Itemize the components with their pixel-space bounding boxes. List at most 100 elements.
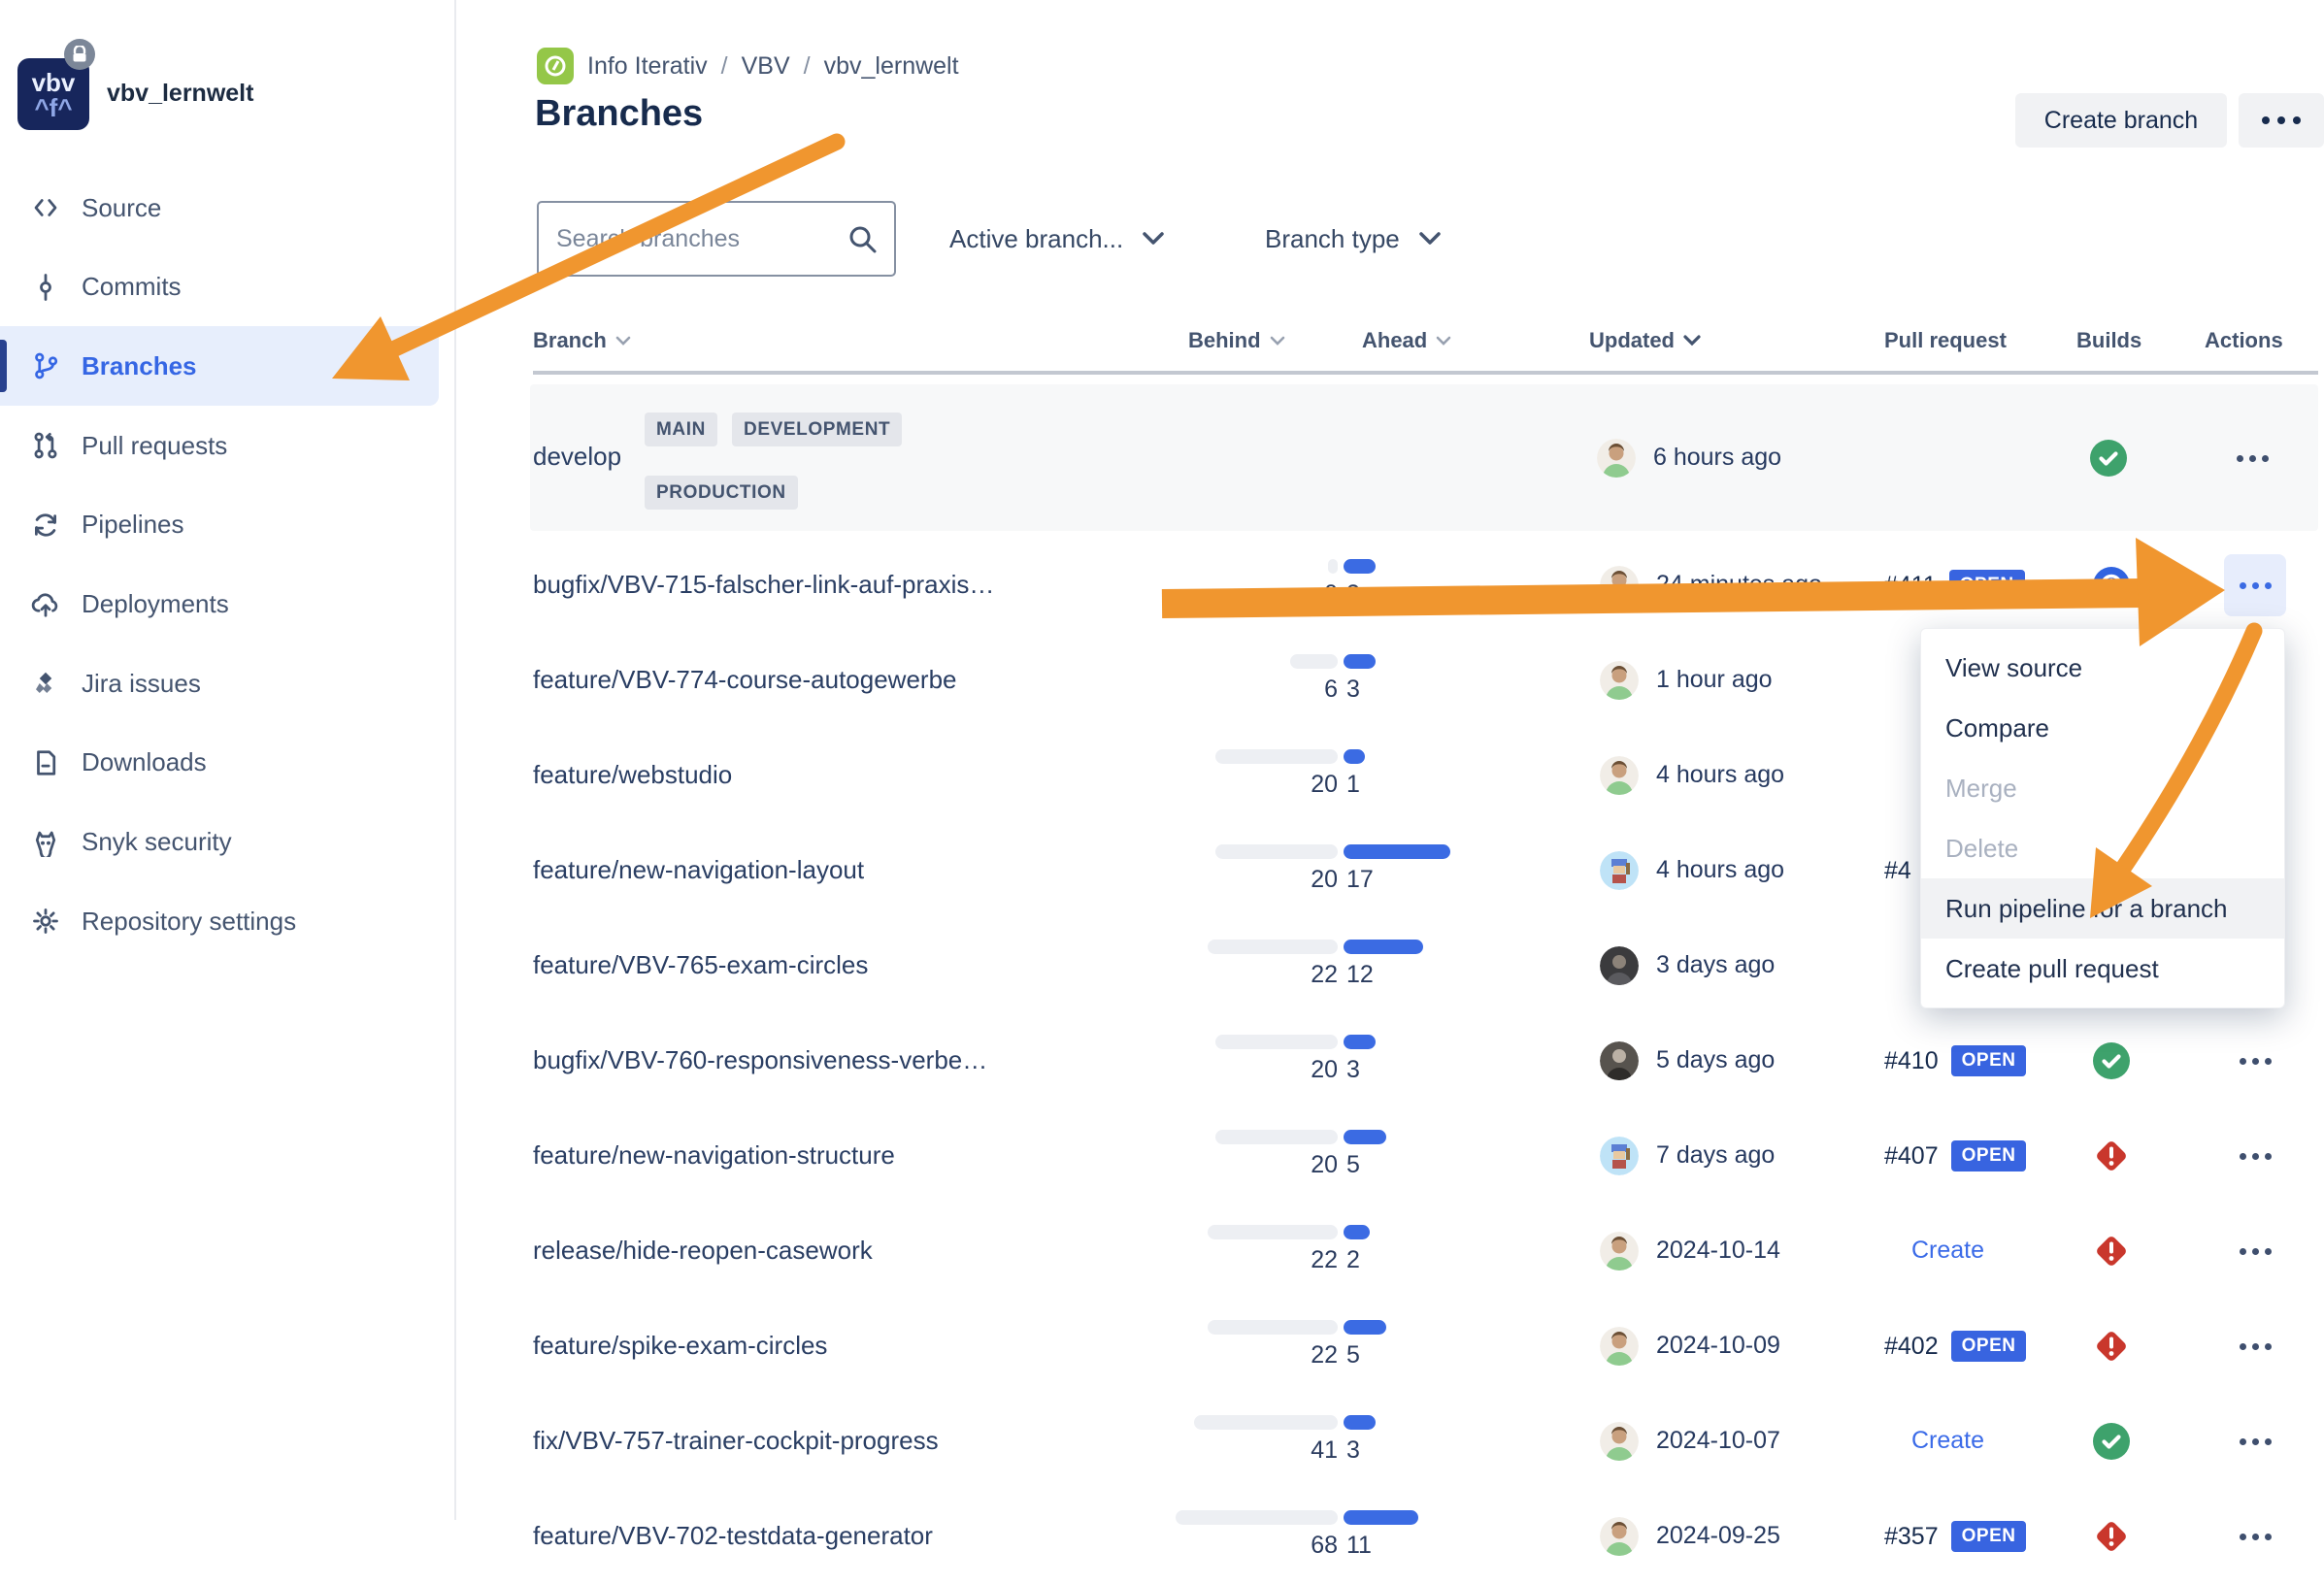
breadcrumb-item[interactable]: vbv_lernwelt [823,51,959,80]
column-header-behind[interactable]: Behind [1188,328,1285,353]
chevron-down-icon [1683,335,1701,346]
branch-link[interactable]: feature/spike-exam-circles [533,1331,828,1360]
avatar [1600,661,1639,700]
build-status-error-icon[interactable] [2092,1137,2131,1175]
ahead-count: 11 [1346,1532,1372,1559]
column-header-updated[interactable]: Updated [1589,328,1701,353]
active-branches-dropdown[interactable]: Active branch... [949,215,1164,262]
behind-count: 20 [1311,1151,1338,1178]
column-header-ahead[interactable]: Ahead [1362,328,1451,353]
column-header-actions: Actions [2205,328,2283,352]
sidebar-item-deployments[interactable]: Deployments [0,565,439,644]
branch-link[interactable]: develop [533,442,622,471]
table-row: feature/VBV-702-testdata-generator 68 11 20… [456,1489,2324,1584]
build-status-error-icon[interactable] [2092,1517,2131,1556]
sidebar-item-branches[interactable]: Branches [0,326,439,407]
sidebar-item-repository-settings[interactable]: Repository settings [0,881,439,961]
pr-status-badge: OPEN [1948,570,2025,601]
active-branches-label: Active branch... [949,223,1124,253]
branch-link[interactable]: feature/new-navigation-structure [533,1140,895,1170]
updated-time: 6 hours ago [1653,444,1782,471]
pr-status-badge: OPEN [1950,1140,2027,1172]
sidebar-item-pipelines[interactable]: Pipelines [0,485,439,565]
repo-name: vbv_lernwelt [107,80,254,107]
pull-request-link[interactable]: #411 [1884,571,1937,599]
branch-link[interactable]: feature/new-navigation-layout [533,855,865,884]
build-status-success-icon[interactable] [2092,1041,2131,1080]
page-title: Branches [535,93,704,134]
search-input[interactable] [556,203,838,275]
behind-bar [1215,749,1338,764]
row-actions-button[interactable] [2224,1125,2286,1187]
row-actions-button[interactable] [2224,1315,2286,1377]
pull-request-link[interactable]: #410 [1884,1046,1939,1074]
branch-link[interactable]: feature/webstudio [533,760,733,789]
breadcrumb-item[interactable]: Info Iterativ [587,51,708,80]
row-actions-button[interactable] [2224,554,2286,616]
ahead-bar [1344,559,1376,574]
branch-link[interactable]: bugfix/VBV-715-falscher-link-auf-praxis… [533,570,995,599]
create-branch-button[interactable]: Create branch [2015,93,2227,148]
updated-time: 2024-10-07 [1656,1427,1780,1454]
menu-item-create-pull-request[interactable]: Create pull request [1945,953,2159,983]
menu-item-run-pipeline-for-a-branch[interactable]: Run pipeline for a branch [1921,878,2284,939]
build-status-error-icon[interactable] [2092,1327,2131,1366]
create-pull-request-link[interactable]: Create [1911,1237,1985,1264]
pr-status-badge: OPEN [1950,1045,2027,1076]
sidebar-item-snyk-security[interactable]: Snyk security [0,803,439,882]
column-header-branch[interactable]: Branch [533,328,631,353]
branches-icon [35,353,58,380]
avatar [1600,756,1639,795]
updated-time: 7 days ago [1656,1141,1776,1169]
page-more-button[interactable] [2239,93,2324,148]
ahead-bar [1344,1510,1418,1525]
downloads-icon [37,750,56,776]
sidebar-item-downloads[interactable]: Downloads [0,723,439,803]
ahead-bar [1344,1035,1376,1049]
pull-request-link[interactable]: #407 [1884,1141,1939,1170]
breadcrumb-item[interactable]: VBV [741,51,790,80]
updated-time: 2024-09-25 [1656,1522,1780,1549]
jira-icon [36,672,52,694]
sidebar-item-source[interactable]: Source [0,168,439,248]
branch-type-dropdown[interactable]: Branch type [1265,215,1441,262]
workspace-avatar-icon [537,48,574,84]
build-status-error-icon[interactable] [2092,1232,2131,1270]
behind-bar [1215,1130,1338,1144]
pull-request-link[interactable]: #402 [1884,1332,1939,1360]
build-status-success-icon[interactable] [2092,1422,2131,1461]
menu-item-compare[interactable]: Compare [1945,712,2049,742]
branch-actions-menu: View source Compare Merge Delete Run pipelin… [1920,628,2285,1008]
ahead-bar [1344,1130,1386,1144]
sidebar-item-pull-requests[interactable]: Pull requests [0,406,439,485]
pr-status-badge: OPEN [1950,1521,2027,1552]
branch-link[interactable]: fix/VBV-757-trainer-cockpit-progress [533,1426,939,1455]
row-actions-button[interactable] [2224,1030,2286,1092]
branch-link[interactable]: bugfix/VBV-760-responsiveness-verbe… [533,1045,988,1074]
branch-link[interactable]: feature/VBV-774-course-autogewerbe [533,665,957,694]
lock-icon [64,39,95,70]
branch-link[interactable]: feature/VBV-702-testdata-generator [533,1521,933,1550]
create-pull-request-link[interactable]: Create [1911,1427,1985,1454]
row-actions-button[interactable] [2221,427,2283,489]
row-actions-button[interactable] [2224,1220,2286,1282]
behind-bar [1215,844,1338,859]
avatar [1597,439,1636,478]
table-row: bugfix/VBV-760-responsiveness-verbe… 20 3 5… [456,1013,2324,1108]
behind-count: 0 [1324,580,1338,608]
row-actions-button[interactable] [2224,1505,2286,1568]
behind-bar [1194,1415,1338,1430]
pull-request-link[interactable]: #357 [1884,1522,1939,1550]
sidebar-item-jira-issues[interactable]: Jira issues [0,644,439,723]
sidebar-item-label: Pipelines [82,510,184,540]
build-status-in_progress-icon[interactable] [2092,566,2131,605]
row-actions-button[interactable] [2224,1410,2286,1472]
branch-link[interactable]: release/hide-reopen-casework [533,1236,873,1265]
sidebar-item-commits[interactable]: Commits [0,248,439,327]
build-status-success-icon[interactable] [2089,439,2128,478]
branch-link[interactable]: feature/VBV-765-exam-circles [533,950,869,979]
sidebar-item-label: Branches [82,350,197,380]
behind-bar [1208,1320,1338,1335]
pull-request-link[interactable]: #4 [1884,856,1911,884]
menu-item-view-source[interactable]: View source [1945,652,2083,682]
